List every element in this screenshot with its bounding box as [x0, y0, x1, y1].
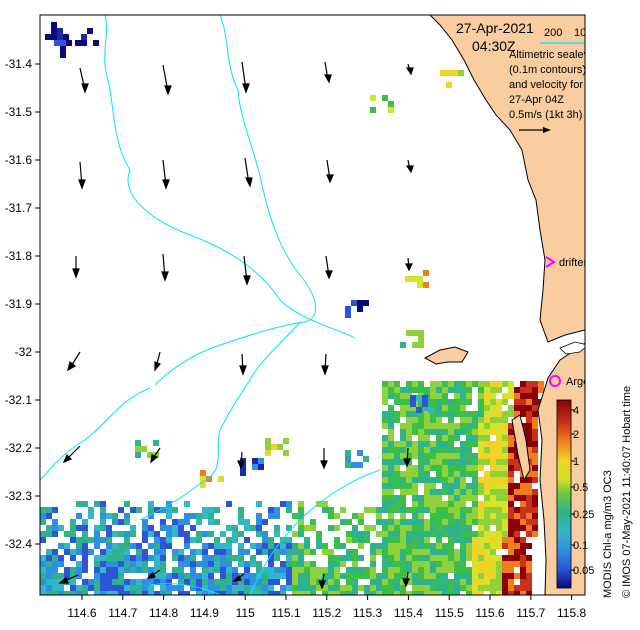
- x-tick-label: 114.9: [190, 606, 219, 620]
- x-tick-label: 115.3: [353, 606, 382, 620]
- colorbar-label: 0.05: [573, 565, 594, 577]
- velocity-arrow: [239, 353, 247, 376]
- velocity-arrow: [323, 61, 332, 84]
- colorbar-label: 0.25: [573, 509, 594, 521]
- rottnest-island: [423, 346, 469, 365]
- y-tick-label: -32.4: [5, 537, 33, 551]
- velocity-arrow: [146, 569, 161, 579]
- velocity-arrows: [58, 61, 414, 590]
- map-time: 04:30Z: [472, 38, 516, 54]
- product-label: MODIS Chl-a mg/m3 OC3: [602, 470, 614, 598]
- velocity-arrow: [325, 255, 333, 280]
- perth-river: [559, 341, 585, 355]
- legend-line-2: (0.1m contours): [509, 64, 586, 76]
- imos-credit: © IMOS 07-May-2021 11:40:07 Hobart time: [621, 386, 633, 598]
- x-tick-label: 114.6: [67, 606, 96, 620]
- land-mainland: [429, 15, 585, 595]
- velocity-arrow: [402, 571, 410, 588]
- velocity-arrow: [78, 161, 86, 190]
- y-tick-label: -31.8: [5, 249, 33, 263]
- y-tick-label: -32.2: [5, 441, 33, 455]
- velocity-arrow: [79, 67, 89, 94]
- velocity-arrow: [150, 447, 161, 464]
- velocity-arrow: [58, 574, 79, 584]
- velocity-arrow: [243, 255, 251, 286]
- y-axis: -31.4 -31.5 -31.6 -31.7 -31.8 -31.9 -32 -32.1 -3…: [5, 57, 40, 551]
- velocity-arrow: [161, 253, 169, 282]
- plot-frame: [39, 14, 586, 596]
- velocity-arrow: [405, 159, 414, 174]
- x-tick-label: 115.5: [435, 606, 464, 620]
- y-tick-label: -31.7: [5, 201, 33, 215]
- depth-label-1000m: 1000m: [574, 27, 608, 39]
- y-tick-label: -31.4: [5, 57, 33, 71]
- velocity-arrow: [318, 573, 326, 590]
- legend-line-5: 0.5m/s (1kt 3h): [509, 109, 582, 121]
- velocity-arrow: [154, 351, 161, 372]
- velocity-arrow: [405, 257, 413, 272]
- city-label-perth: Perth: [598, 333, 627, 347]
- colorbar: 4 2 1 0.5 0.25 0.1 0.05: [556, 399, 594, 589]
- velocity-arrow: [403, 447, 411, 468]
- legend-line-4: 27-Apr 04Z: [509, 94, 564, 106]
- colorbar-label: 0.1: [573, 540, 588, 552]
- velocity-arrow: [405, 63, 414, 76]
- x-tick-label: 115.4: [394, 606, 423, 620]
- argo-marker: [549, 375, 561, 387]
- y-tick-label: -32.3: [5, 489, 33, 503]
- x-tick-label: 114.7: [108, 606, 137, 620]
- x-tick-label: 115.8: [557, 606, 586, 620]
- map-date: 27-Apr-2021: [456, 20, 534, 36]
- legend-line-1: Altimetric sealevel: [509, 49, 598, 61]
- depth-label-200: 200: [544, 27, 562, 39]
- y-tick-label: -32.1: [5, 393, 33, 407]
- colorbar-label: 4: [573, 405, 579, 417]
- colorbar-label: 1: [573, 456, 579, 468]
- drifter-label: drifter: [559, 257, 587, 269]
- y-tick-label: -31.5: [5, 105, 33, 119]
- sealevel-contours: [40, 15, 381, 595]
- velocity-arrow: [62, 445, 81, 464]
- velocity-arrow: [162, 159, 170, 190]
- velocity-arrow: [72, 256, 80, 279]
- argo-label: Argo 0: [566, 376, 598, 388]
- x-axis: 114.6 114.7 114.8 114.9 115 115.1 115.2 115.3 11…: [67, 595, 586, 620]
- y-tick-label: -31.9: [5, 297, 33, 311]
- velocity-scale-arrow: [519, 127, 551, 133]
- map-plot-area: 27-Apr-2021 04:30Z 200 1000m Altimetric …: [40, 15, 627, 595]
- velocity-arrow: [320, 448, 328, 470]
- x-tick-label: 114.8: [149, 606, 178, 620]
- legend-line-3: and velocity for: [509, 79, 583, 91]
- velocity-arrow: [232, 573, 245, 582]
- velocity-arrow: [67, 351, 81, 372]
- velocity-arrow: [237, 451, 245, 470]
- velocity-arrow: [241, 61, 250, 94]
- drifter-marker: [545, 256, 556, 268]
- colorbar-scale: [556, 399, 572, 589]
- x-tick-label: 115.7: [516, 606, 545, 620]
- y-tick-label: -31.6: [5, 153, 33, 167]
- velocity-arrow: [162, 64, 172, 96]
- x-tick-label: 115.6: [475, 606, 504, 620]
- colorbar-label: 0.5: [573, 482, 588, 494]
- y-tick-label: -32: [15, 345, 33, 359]
- x-tick-label: 115: [236, 606, 255, 620]
- velocity-arrow: [244, 157, 253, 188]
- perth-marker: [592, 326, 600, 334]
- garden-island: [511, 414, 531, 482]
- velocity-arrow: [326, 159, 334, 184]
- x-tick-label: 115.1: [271, 606, 300, 620]
- velocity-arrow: [321, 353, 329, 376]
- x-tick-label: 115.2: [312, 606, 341, 620]
- colorbar-label: 2: [573, 429, 579, 441]
